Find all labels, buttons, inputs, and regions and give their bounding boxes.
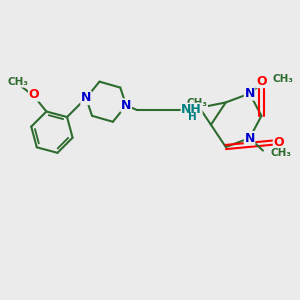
Text: N: N: [81, 92, 91, 104]
Text: N: N: [244, 87, 255, 100]
Text: O: O: [256, 74, 267, 88]
Text: H: H: [188, 112, 197, 122]
Text: CH₃: CH₃: [272, 74, 293, 84]
Text: NH: NH: [181, 103, 202, 116]
Text: O: O: [28, 88, 39, 101]
Text: N: N: [121, 99, 131, 112]
Text: CH₃: CH₃: [270, 148, 291, 158]
Text: CH₃: CH₃: [187, 98, 208, 108]
Text: N: N: [244, 132, 255, 145]
Text: O: O: [273, 136, 284, 149]
Text: CH₃: CH₃: [8, 77, 29, 87]
